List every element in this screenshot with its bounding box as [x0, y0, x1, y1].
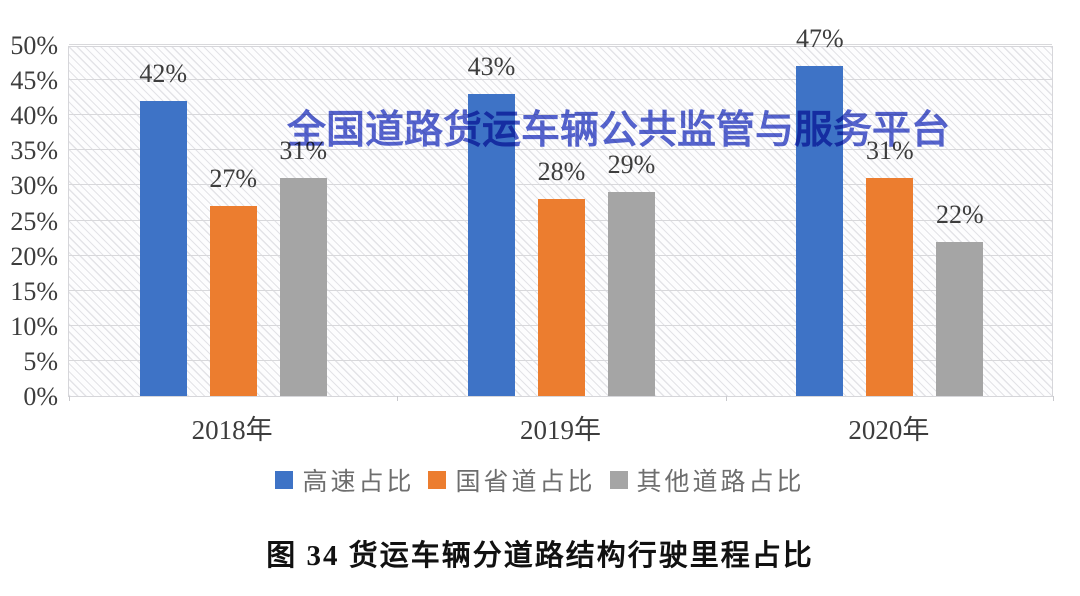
- gridline: [69, 44, 1052, 45]
- bar-slot: 31%: [279, 47, 327, 396]
- bar-value-label: 31%: [865, 136, 914, 166]
- y-tick-label: 10%: [10, 311, 58, 341]
- bar-高速占比: [467, 94, 515, 396]
- legend-label: 国省道占比: [455, 469, 596, 496]
- bar-value-label: 29%: [607, 150, 656, 180]
- bar-value-label: 27%: [209, 164, 257, 194]
- y-tick-label: 25%: [10, 206, 58, 236]
- bar-slot: 31%: [865, 47, 914, 396]
- legend-label: 高速占比: [302, 469, 415, 496]
- legend-item: 国省道占比: [428, 462, 595, 498]
- bar-高速占比: [139, 101, 187, 396]
- bar-group: 47% 31% 22%: [726, 24, 1054, 396]
- y-tick-label: 20%: [10, 241, 58, 271]
- bar-value-label: 43%: [467, 52, 516, 82]
- bar-slot: 22%: [935, 47, 984, 396]
- plot-area: 42% 27% 31% 43% 28% 29% 47% 31% 22%: [68, 24, 1054, 401]
- legend-label: 其他道路占比: [636, 469, 805, 496]
- legend-swatch-icon: [609, 471, 628, 489]
- x-category-label: 2020年: [848, 415, 930, 445]
- bar-高速占比: [796, 66, 844, 396]
- bar-value-label: 47%: [795, 24, 844, 54]
- legend-item: 高速占比: [275, 462, 414, 498]
- bar-其他道路占比: [936, 241, 984, 396]
- x-category-label: 2019年: [519, 415, 601, 445]
- bar-国省道占比: [866, 178, 914, 396]
- bar-国省道占比: [537, 199, 585, 396]
- y-tick-label: 30%: [10, 171, 58, 201]
- bar-其他道路占比: [279, 178, 327, 396]
- figure-caption: 图 34 货运车辆分道路结构行驶里程占比: [266, 540, 814, 572]
- gridline: [69, 149, 1052, 151]
- x-axis-tick: [397, 396, 399, 401]
- y-tick-label: 35%: [10, 136, 58, 166]
- bar-value-label: 28%: [537, 157, 586, 187]
- x-category-label: 2018年: [191, 415, 273, 445]
- bar-group: 42% 27% 31%: [69, 47, 397, 396]
- bar-value-label: 31%: [279, 136, 327, 166]
- bar-其他道路占比: [607, 192, 655, 396]
- y-tick-label: 45%: [10, 66, 58, 96]
- y-tick-label: 5%: [23, 346, 58, 376]
- bar-国省道占比: [209, 206, 257, 396]
- gridline: [69, 79, 1052, 81]
- y-tick-label: 0%: [23, 382, 58, 411]
- legend: 高速占比 国省道占比 其他道路占比: [0, 462, 1080, 498]
- gridline: [69, 184, 1052, 186]
- bar-value-label: 22%: [935, 199, 984, 229]
- legend-item: 其他道路占比: [609, 462, 805, 498]
- bar-slot: 43%: [468, 47, 515, 396]
- y-tick-label: 15%: [10, 276, 58, 306]
- legend-swatch-icon: [275, 471, 294, 489]
- x-axis-tick: [725, 396, 727, 401]
- x-axis-tick: [1053, 396, 1054, 401]
- bar-slot: 27%: [209, 47, 257, 396]
- bar-group: 43% 28% 29%: [397, 47, 725, 396]
- y-tick-label: 50%: [10, 31, 58, 60]
- bar-value-label: 42%: [139, 59, 187, 89]
- bar-slot: 42%: [139, 47, 187, 396]
- bar-slot: 28%: [538, 47, 585, 396]
- y-tick-label: 40%: [10, 101, 58, 131]
- watermark-text: 全国道路货运车辆公共监管与服务平台: [287, 109, 951, 152]
- legend-swatch-icon: [428, 471, 447, 489]
- bar-slot: 47%: [796, 24, 844, 396]
- gridline: [69, 114, 1052, 116]
- x-axis-tick: [69, 396, 70, 401]
- bar-slot: 29%: [608, 47, 655, 396]
